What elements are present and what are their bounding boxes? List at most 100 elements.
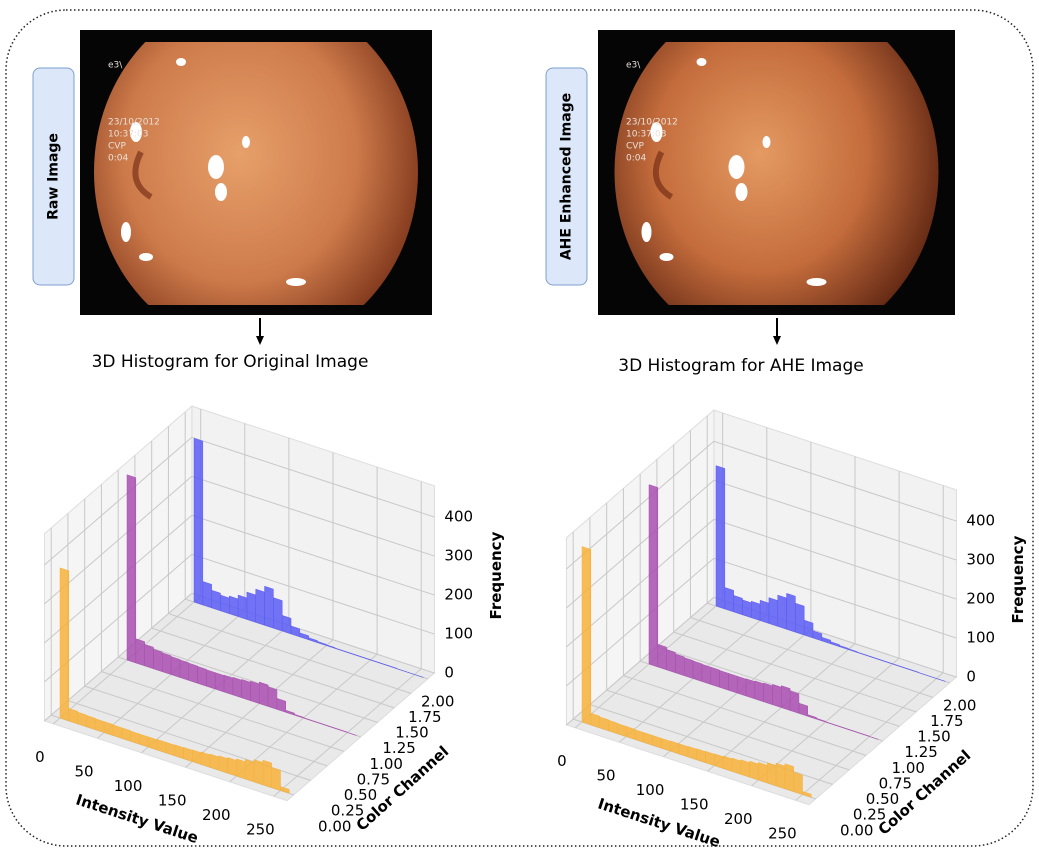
histogram-bar	[745, 678, 756, 700]
histogram-bar	[244, 759, 255, 783]
histogram-bar	[775, 762, 786, 790]
image-overlay-text: 10:37:03	[626, 130, 666, 140]
histogram-bar	[262, 759, 272, 788]
grid-line	[84, 685, 328, 767]
y-tick-label: 1.50	[917, 728, 950, 746]
z-tick-label: 0	[444, 664, 454, 682]
x-tick-label: 0	[557, 752, 567, 770]
z-axis-title: Frequency	[1009, 535, 1027, 623]
histogram-bar	[103, 721, 114, 736]
histogram-bar	[768, 597, 778, 627]
grid-line	[191, 553, 435, 635]
histogram-bar	[936, 678, 946, 682]
reflection	[139, 253, 153, 261]
histogram-bar	[232, 676, 242, 699]
histogram-bar	[218, 755, 228, 774]
arrow-head	[773, 336, 781, 345]
image-overlay-text: 0:04	[626, 154, 646, 164]
image-overlay-text: e3\	[108, 61, 123, 71]
histogram-bar	[281, 615, 292, 635]
histogram-bar	[599, 716, 609, 732]
label-box	[32, 67, 75, 286]
reflection	[208, 155, 224, 179]
histogram-bar	[206, 669, 216, 690]
x-tick-label: 200	[202, 806, 231, 824]
z-tick-label: 300	[444, 547, 473, 565]
grid-line	[191, 436, 435, 518]
histogram-bar	[751, 600, 761, 621]
histogram-bar	[692, 660, 703, 682]
histogram-bar	[701, 663, 711, 685]
grid-line	[713, 440, 957, 522]
y-tick-label: 1.25	[904, 743, 937, 761]
histogram-bar	[267, 686, 278, 710]
x-tick-label: 150	[680, 795, 709, 813]
histogram-bar	[749, 760, 759, 781]
histogram-bar	[909, 669, 920, 674]
histogram-bar	[830, 641, 840, 647]
histogram-bar	[299, 632, 309, 641]
histogram-bar	[271, 766, 281, 791]
histogram-bar	[294, 713, 304, 719]
histogram-bar	[264, 585, 274, 629]
image-overlay-text: 23/10/2012	[108, 118, 160, 128]
y-tick-label: 1.50	[395, 724, 428, 742]
histogram-bar	[387, 665, 398, 670]
z-tick-label: 100	[444, 625, 473, 643]
image-overlay-text: 23/10/2012	[626, 118, 678, 128]
x-tick-label: 250	[246, 820, 275, 838]
grid-line	[566, 440, 715, 570]
histogram-bar	[802, 791, 812, 798]
grid-line	[713, 479, 957, 561]
histogram-bar	[759, 599, 770, 624]
x-tick-label: 200	[724, 810, 753, 828]
histogram-bar	[772, 683, 782, 708]
reflection	[735, 183, 748, 201]
z-tick-label: 200	[966, 590, 995, 608]
histogram-bar	[308, 637, 318, 643]
histogram-bar	[214, 672, 225, 693]
histogram-bar	[255, 588, 265, 626]
grid-line	[191, 514, 435, 596]
tissue	[614, 42, 939, 305]
histogram-bar	[581, 546, 592, 726]
reflection	[728, 155, 745, 179]
histogram-bar	[684, 657, 694, 679]
histogram-bar	[816, 717, 826, 723]
fold	[132, 150, 153, 200]
histogram-bar	[728, 672, 738, 694]
histogram-bar	[766, 762, 777, 787]
histogram-bar	[77, 711, 87, 728]
y-tick-label: 1.00	[892, 759, 925, 777]
grid-line	[134, 642, 378, 723]
histogram-bar	[259, 681, 269, 707]
histogram-bar	[789, 690, 800, 714]
histogram-bar	[648, 484, 659, 668]
x-tick-label: 100	[114, 777, 143, 795]
histogram-bar	[733, 595, 743, 616]
y-tick-label: 2.00	[421, 692, 454, 710]
histogram-bar	[280, 786, 290, 794]
y-tick-label: 0.50	[344, 786, 377, 804]
histogram-bar	[821, 636, 831, 645]
reflection	[696, 58, 707, 66]
histogram-bar	[731, 757, 742, 775]
grid-line	[713, 518, 957, 600]
reflection	[130, 122, 142, 142]
histogram-bar	[236, 758, 246, 780]
z-tick-label: 0	[966, 668, 976, 686]
histogram-bar	[869, 736, 879, 740]
y-tick-label: 1.00	[370, 755, 403, 773]
label-box	[545, 67, 588, 286]
histogram-bar	[338, 728, 348, 733]
histogram-bar	[724, 587, 734, 613]
z-tick-label: 100	[966, 629, 995, 647]
image-overlay-text: 0:04	[108, 154, 128, 164]
histogram-bar	[121, 727, 131, 742]
histogram-bar	[188, 662, 198, 684]
image-overlay-text: CVP	[626, 142, 644, 152]
histogram-bar	[666, 649, 676, 674]
caption: 3D Histogram for Original Image	[92, 352, 369, 372]
y-tick-label: 0.75	[879, 774, 912, 792]
histogram-bar	[86, 715, 96, 730]
